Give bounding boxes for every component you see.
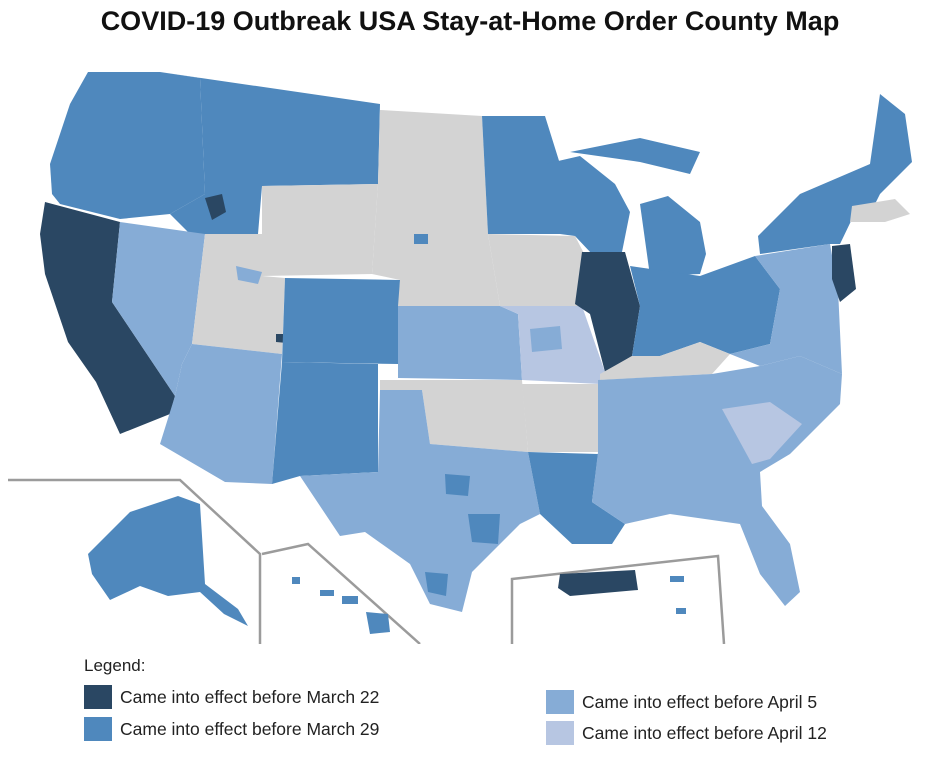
state-massachusetts[interactable]: [850, 199, 910, 222]
state-minnesota[interactable]: [482, 116, 560, 234]
state-pacific-northwest[interactable]: [50, 72, 205, 219]
state-arizona[interactable]: [160, 344, 282, 484]
blaine-county: [205, 194, 226, 220]
legend-swatch: [546, 690, 574, 714]
texas-county-cluster-2: [468, 514, 500, 544]
state-wisconsin[interactable]: [545, 156, 630, 254]
legend-swatch: [546, 721, 574, 745]
legend-item-april-5: Came into effect before April 5: [546, 689, 817, 715]
state-new-jersey[interactable]: [832, 244, 856, 302]
alaska-inset-border: [8, 478, 262, 644]
state-kentucky[interactable]: [600, 342, 730, 380]
state-south-carolina[interactable]: [722, 402, 802, 464]
sioux-falls-county: [414, 234, 428, 244]
state-california[interactable]: [40, 202, 175, 434]
legend-label: Came into effect before March 22: [120, 686, 380, 707]
state-louisiana[interactable]: [528, 452, 625, 544]
state-wyoming[interactable]: [262, 184, 378, 276]
legend-label: Came into effect before April 5: [582, 691, 818, 712]
state-michigan[interactable]: [570, 138, 706, 276]
legend-item-march-29: Came into effect before March 29: [84, 716, 379, 742]
state-illinois[interactable]: [575, 252, 640, 372]
map-title: COVID-19 Outbreak USA Stay-at-Home Order…: [100, 6, 840, 36]
state-oklahoma[interactable]: [380, 380, 528, 452]
state-southeast[interactable]: [592, 356, 842, 606]
hawaii[interactable]: [292, 577, 390, 634]
alaska[interactable]: [88, 496, 248, 626]
state-idaho-montana[interactable]: [160, 72, 380, 234]
texas-county-cluster-1: [445, 474, 470, 496]
state-texas[interactable]: [300, 390, 540, 612]
legend-item-march-22: Came into effect before March 22: [84, 684, 379, 710]
state-indiana-ohio[interactable]: [630, 256, 780, 356]
texas-county-cluster-3: [425, 572, 448, 596]
puerto-rico[interactable]: [558, 570, 638, 596]
state-mid-atlantic[interactable]: [730, 244, 842, 374]
legend-label: Came into effect before April 12: [582, 722, 827, 743]
us-county-map: [8, 72, 912, 644]
state-new-mexico[interactable]: [272, 362, 378, 484]
legend-item-april-12: Came into effect before April 12: [546, 720, 827, 746]
state-kansas[interactable]: [398, 306, 522, 380]
state-utah[interactable]: [192, 234, 285, 354]
hawaii-inset-border: [261, 542, 421, 644]
legend-swatch: [84, 717, 112, 741]
utah-county-cluster: [236, 266, 262, 284]
state-colorado[interactable]: [282, 278, 400, 364]
state-dakotas-nebraska[interactable]: [372, 110, 500, 306]
missouri-county-cluster: [530, 326, 562, 352]
legend-heading: Legend:: [84, 656, 146, 675]
legend-label: Came into effect before March 29: [120, 718, 380, 739]
legend-swatch: [84, 685, 112, 709]
contiguous-us: [40, 72, 912, 612]
puerto-rico-inset-border: [510, 554, 726, 644]
state-iowa[interactable]: [488, 234, 592, 306]
state-northeast[interactable]: [758, 94, 912, 254]
state-arkansas[interactable]: [522, 384, 600, 452]
virgin-islands: [670, 576, 686, 614]
state-nevada[interactable]: [112, 222, 205, 396]
